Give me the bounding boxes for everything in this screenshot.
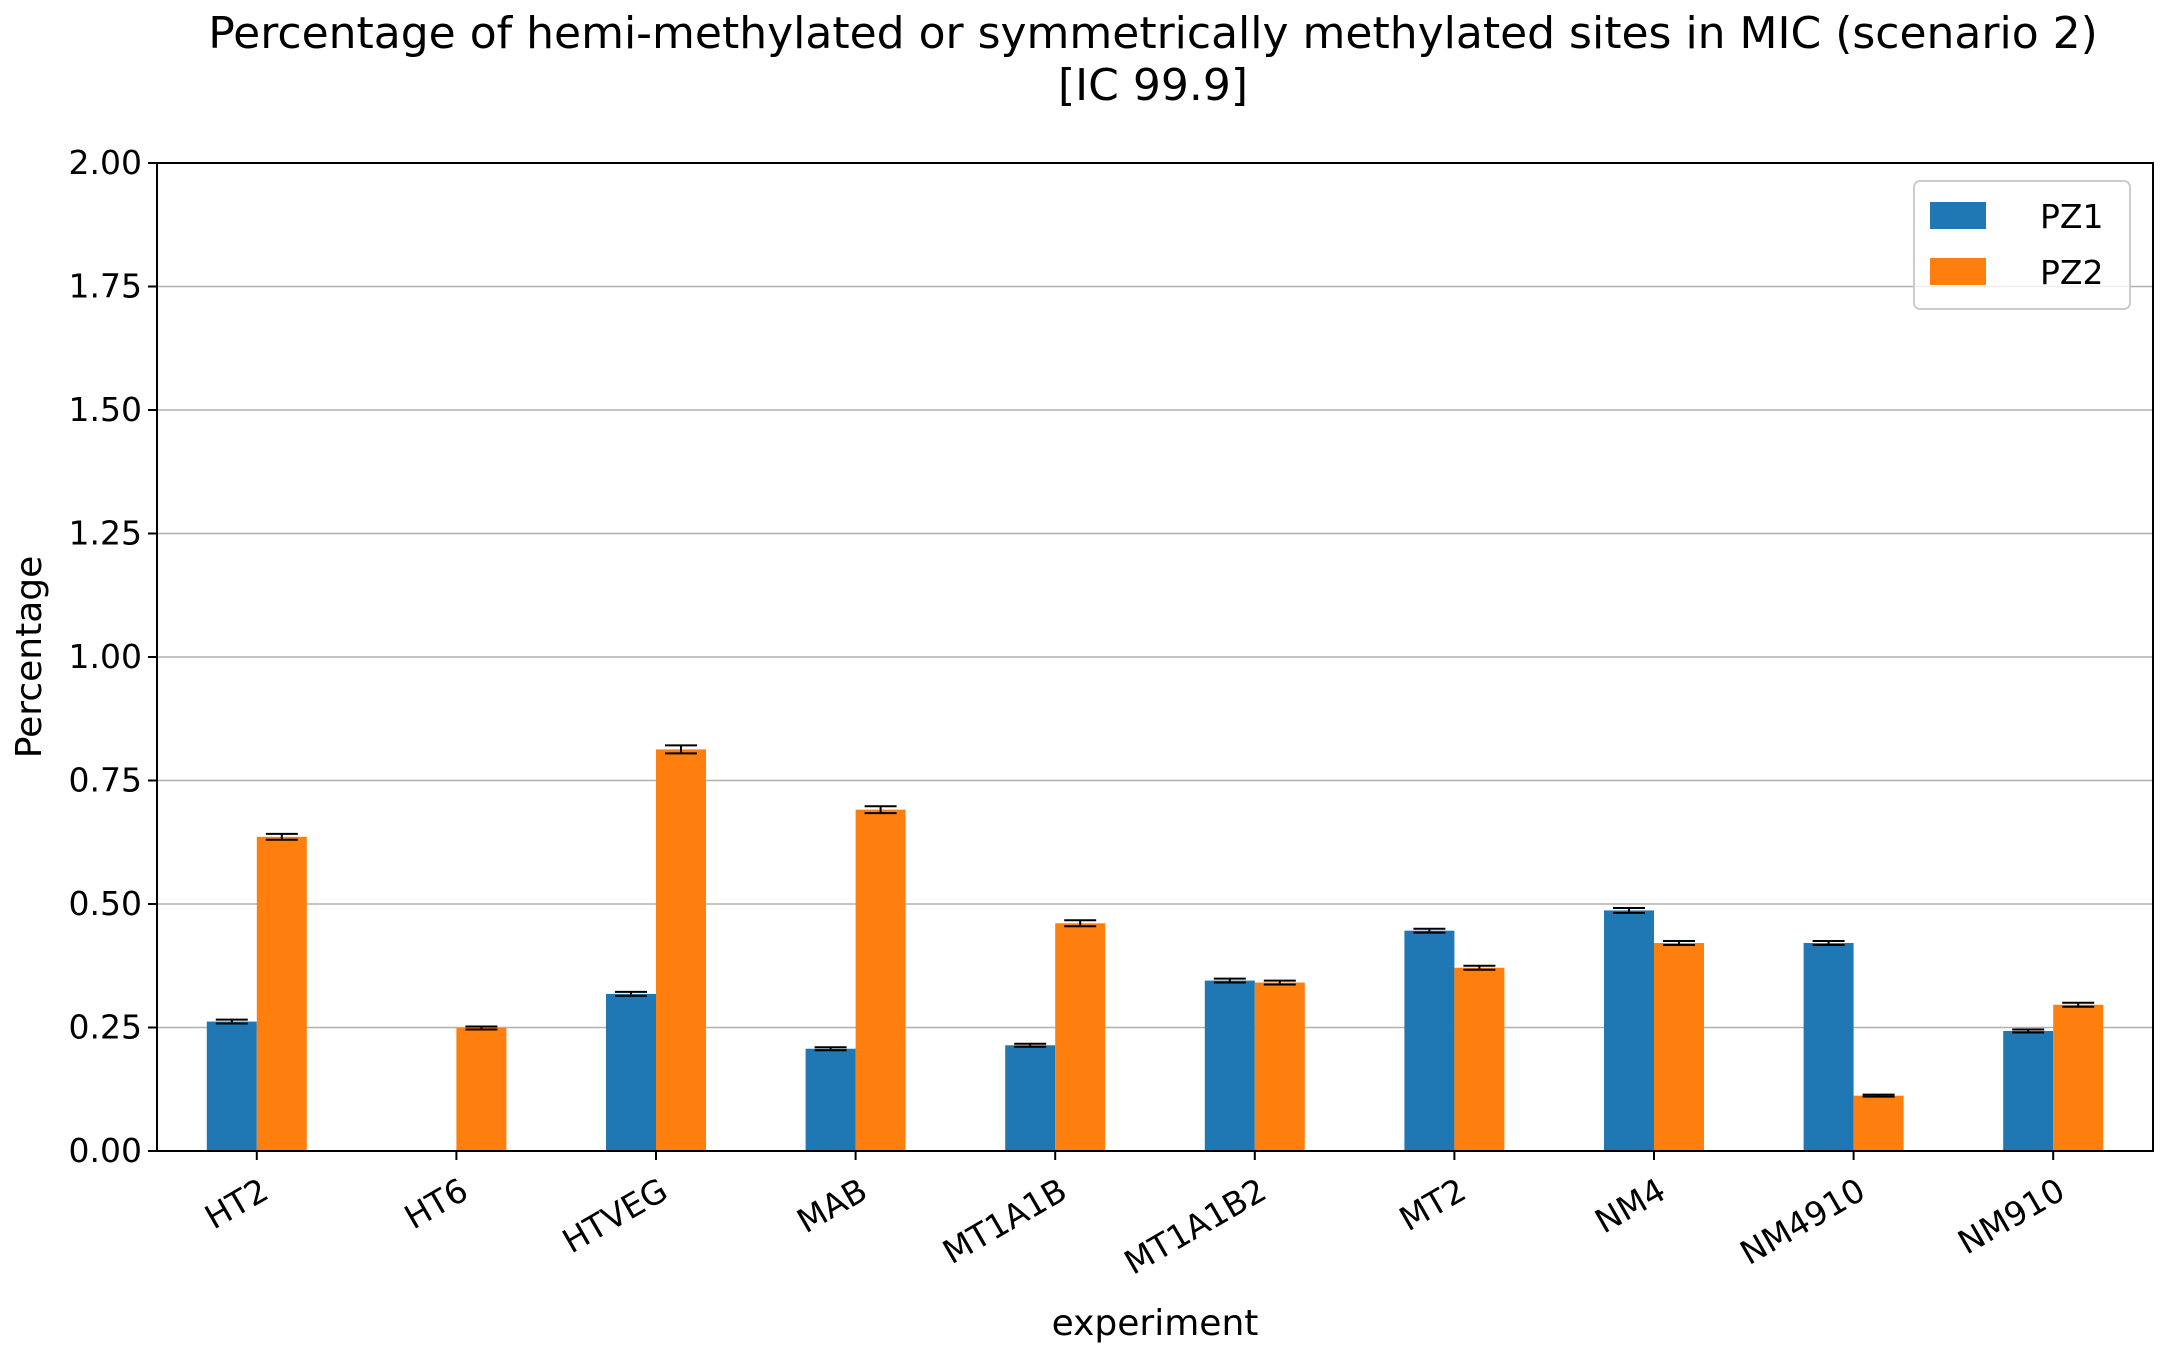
error-bar-pz1-nm910 [2012, 1028, 2045, 1034]
x-axis-label: experiment [1052, 1303, 1259, 1344]
error-bar-pz2-mt1a1b [1064, 919, 1097, 928]
error-bar-pz1-ht2 [215, 1018, 248, 1025]
y-tick-label: 1.25 [69, 514, 142, 553]
error-bars [215, 744, 2095, 1098]
legend-label-pz2: PZ2 [2040, 253, 2104, 292]
error-bar-pz2-htveg [665, 744, 697, 755]
bar-pz2-nm910 [2053, 1004, 2104, 1151]
y-tick-label: 2.00 [69, 143, 142, 182]
bar-pz2-nm4 [1654, 943, 1704, 1151]
legend-swatch-pz1 [1930, 202, 1986, 229]
bar-pz1-nm4 [1604, 910, 1654, 1151]
legend-swatch-pz2 [1930, 258, 1986, 285]
bar-series [206, 749, 2104, 1151]
y-tick-label: 1.75 [69, 267, 142, 306]
bar-pz2-mt2 [1454, 967, 1505, 1151]
x-tick-label: MT2 [1393, 1170, 1473, 1239]
error-bar-pz1-mt1a1b2 [1213, 977, 1246, 984]
error-bar-pz2-mab [864, 805, 897, 815]
y-tick-label: 1.50 [69, 390, 142, 429]
error-bar-pz2-mt1a1b2 [1263, 979, 1296, 986]
bar-pz2-nm4910 [1853, 1095, 1904, 1151]
x-tick-label: HT2 [198, 1170, 275, 1237]
y-tick-label: 0.00 [69, 1131, 142, 1170]
error-bar-pz2-mt2 [1463, 964, 1496, 971]
x-tick-label: HT6 [398, 1170, 475, 1237]
bar-pz1-mt2 [1404, 930, 1455, 1151]
bar-pz2-mab [855, 809, 906, 1151]
error-bar-pz2-ht2 [265, 832, 298, 841]
chart-title: Percentage of hemi-methylated or symmetr… [208, 8, 2098, 59]
error-bar-pz1-htveg [615, 990, 647, 997]
error-bar-pz1-mt2 [1413, 927, 1446, 934]
bar-pz1-nm4910 [1803, 943, 1854, 1151]
error-bar-pz2-ht6 [465, 1025, 498, 1031]
y-tick-label: 0.25 [69, 1008, 142, 1047]
bar-pz1-mab [805, 1048, 856, 1151]
y-axis-label: Percentage [9, 556, 50, 759]
chart-subtitle: [IC 99.9] [1058, 60, 1248, 111]
bar-pz2-htveg [656, 749, 706, 1151]
y-gridlines [157, 285, 2153, 1029]
y-tick-label: 1.00 [69, 637, 142, 676]
x-tick-label: NM4910 [1733, 1170, 1871, 1272]
x-tick-label: MT1A1B [936, 1170, 1073, 1272]
error-bar-pz1-mab [814, 1046, 847, 1052]
error-bar-pz1-nm4 [1613, 906, 1645, 914]
bar-pz2-ht2 [256, 836, 307, 1151]
bar-pz2-mt1a1b2 [1254, 982, 1305, 1151]
legend-label-pz1: PZ1 [2040, 197, 2104, 236]
x-axis-ticks: HT2 HT6 HTVEG MAB MT1A1B MT1A1B2 MT2 NM4 NM4910 N… [198, 1151, 2071, 1282]
x-tick-label: MT1A1B2 [1117, 1170, 1272, 1282]
x-tick-label: HTVEG [556, 1170, 674, 1261]
bar-pz1-mt1a1b [1005, 1045, 1056, 1151]
y-tick-label: 0.75 [69, 761, 142, 800]
bar-pz1-htveg [606, 993, 656, 1151]
x-tick-label: MAB [790, 1170, 873, 1241]
error-bar-pz1-nm4910 [1812, 940, 1845, 947]
y-axis-ticks: 0.00 0.25 0.50 0.75 1.00 1.25 1.50 1.75 2.00 [69, 143, 157, 1170]
x-tick-label: NM910 [1951, 1170, 2071, 1262]
x-tick-label: NM4 [1588, 1170, 1672, 1241]
error-bar-pz2-nm4910 [1862, 1093, 1895, 1098]
error-bar-pz2-nm4 [1663, 940, 1695, 947]
error-bar-pz1-mt1a1b [1014, 1042, 1047, 1048]
bar-pz1-nm910 [2003, 1030, 2054, 1151]
bar-pz2-mt1a1b [1055, 923, 1106, 1151]
error-bar-pz2-nm910 [2062, 1001, 2095, 1008]
bar-pz1-mt1a1b2 [1204, 980, 1255, 1151]
y-tick-label: 0.50 [69, 884, 142, 923]
legend: PZ1 PZ2 [1913, 180, 2131, 310]
bar-pz1-ht2 [206, 1021, 257, 1151]
bar-pz2-ht6 [456, 1027, 507, 1151]
